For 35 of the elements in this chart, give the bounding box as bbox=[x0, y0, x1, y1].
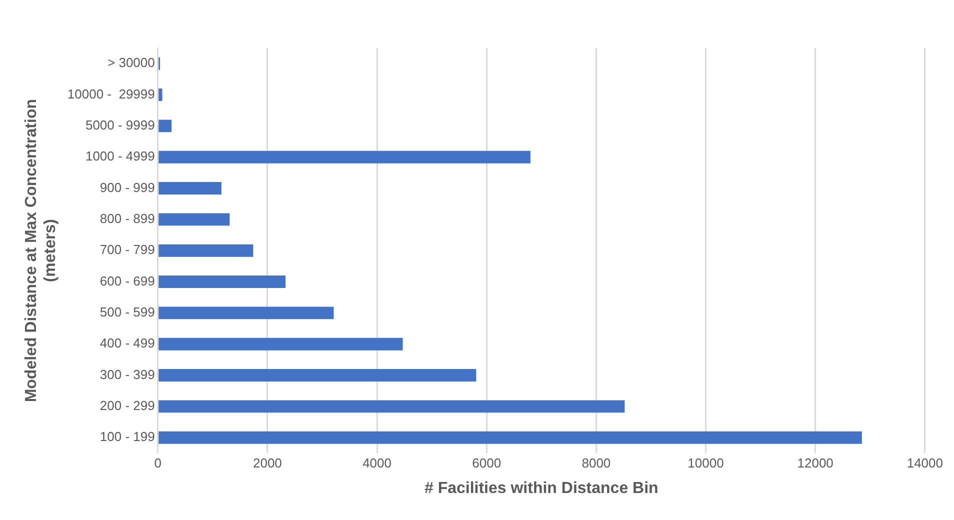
bar bbox=[158, 120, 172, 132]
bar bbox=[158, 150, 530, 164]
y-axis-title: Modeled Distance at Max Concentration (meters) bbox=[23, 99, 60, 402]
x-tick-label: 6000 bbox=[472, 456, 502, 471]
bar bbox=[158, 369, 476, 382]
x-tick-label: 8000 bbox=[582, 456, 611, 471]
y-tick-label: 700 - 799 bbox=[100, 242, 155, 258]
y-tick-label: 200 - 299 bbox=[100, 398, 155, 414]
y-tick-label: 5000 - 9999 bbox=[85, 118, 155, 132]
x-axis-title: # Facilities within Distance Bin bbox=[424, 480, 658, 497]
bar bbox=[158, 431, 862, 444]
bar bbox=[158, 213, 230, 226]
bar bbox=[158, 88, 162, 101]
y-tick-label: 1000 - 4999 bbox=[85, 148, 155, 164]
y-tick-label: 100 - 199 bbox=[100, 429, 155, 444]
y-tick-label: 800 - 899 bbox=[100, 211, 155, 226]
x-tick-label: 0 bbox=[154, 456, 162, 471]
bar bbox=[158, 276, 286, 288]
bar bbox=[158, 400, 625, 413]
x-tick-label: 10000 bbox=[688, 456, 724, 471]
bar bbox=[158, 306, 334, 320]
y-tick-label: 600 - 699 bbox=[100, 273, 155, 288]
y-tick-label: > 30000 bbox=[108, 55, 155, 70]
y-tick-label: 10000 - 29999 bbox=[67, 86, 155, 102]
y-tick-label: 300 - 399 bbox=[100, 366, 155, 382]
x-tick-label: 12000 bbox=[797, 456, 834, 471]
y-tick-label: 900 - 999 bbox=[100, 180, 155, 195]
bar bbox=[158, 338, 403, 350]
y-tick-label: 500 - 599 bbox=[100, 304, 155, 320]
bar bbox=[158, 182, 222, 194]
x-tick-label: 14000 bbox=[906, 456, 944, 471]
bar bbox=[158, 244, 254, 257]
y-tick-label: 400 - 499 bbox=[100, 336, 155, 351]
x-tick-label: 2000 bbox=[252, 456, 282, 471]
x-tick-label: 4000 bbox=[362, 456, 392, 471]
